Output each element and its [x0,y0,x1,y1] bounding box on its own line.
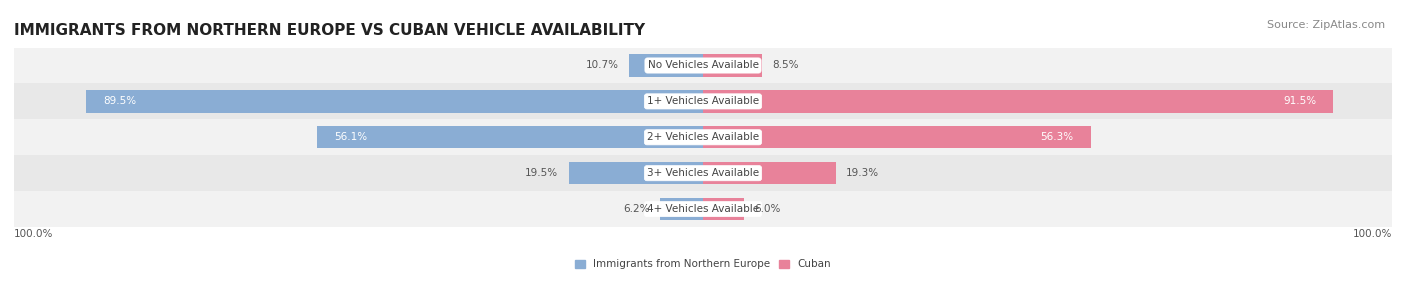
Bar [703,162,837,184]
Bar [14,47,1392,84]
Bar [630,54,703,77]
Text: Source: ZipAtlas.com: Source: ZipAtlas.com [1267,20,1385,30]
Bar [86,90,703,112]
Text: 2+ Vehicles Available: 2+ Vehicles Available [647,132,759,142]
Bar [661,198,703,220]
Bar [14,119,1392,155]
Text: 6.2%: 6.2% [623,204,650,214]
Bar [703,198,744,220]
Text: 4+ Vehicles Available: 4+ Vehicles Available [647,204,759,214]
Text: 100.0%: 100.0% [14,229,53,239]
Bar [14,191,1392,227]
Text: 56.3%: 56.3% [1040,132,1074,142]
Text: 89.5%: 89.5% [104,96,136,106]
Legend: Immigrants from Northern Europe, Cuban: Immigrants from Northern Europe, Cuban [575,259,831,269]
Text: 19.3%: 19.3% [846,168,879,178]
Bar [316,126,703,148]
Bar [14,155,1392,191]
Text: IMMIGRANTS FROM NORTHERN EUROPE VS CUBAN VEHICLE AVAILABILITY: IMMIGRANTS FROM NORTHERN EUROPE VS CUBAN… [14,23,645,38]
Bar [703,126,1091,148]
Text: 100.0%: 100.0% [1353,229,1392,239]
Bar [14,84,1392,119]
Text: 6.0%: 6.0% [755,204,782,214]
Text: 91.5%: 91.5% [1284,96,1316,106]
Text: 56.1%: 56.1% [333,132,367,142]
Bar [703,90,1333,112]
Text: No Vehicles Available: No Vehicles Available [648,61,758,71]
Text: 8.5%: 8.5% [772,61,799,71]
Text: 19.5%: 19.5% [526,168,558,178]
Text: 1+ Vehicles Available: 1+ Vehicles Available [647,96,759,106]
Text: 10.7%: 10.7% [586,61,619,71]
Bar [703,54,762,77]
Bar [568,162,703,184]
Text: 3+ Vehicles Available: 3+ Vehicles Available [647,168,759,178]
